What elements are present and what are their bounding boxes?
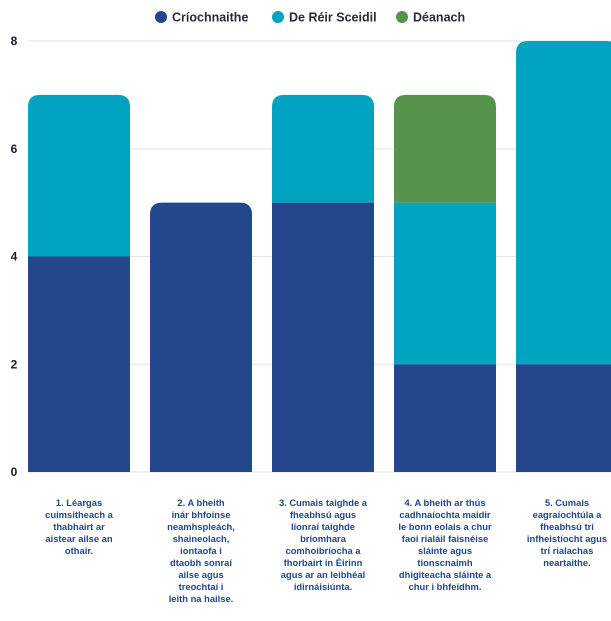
x-category-label: 4. A bheith ar thús <box>404 497 485 508</box>
legend-label: Críochnaithe <box>172 11 248 25</box>
y-tick-label: 0 <box>11 465 18 479</box>
x-category-label: leith na hailse. <box>169 593 234 604</box>
y-tick-label: 2 <box>11 357 18 371</box>
x-category-label: agus ar an leibhéal <box>281 569 365 580</box>
legend-swatch <box>396 11 408 23</box>
bar-3-cr-ochnaithe <box>272 202 374 472</box>
y-axis: 0 2 4 6 8 <box>11 34 18 479</box>
x-category-label: 5. Cumais <box>545 497 589 508</box>
bar-4-cr-ochnaithe <box>394 364 496 472</box>
x-category-label: bríomhara <box>300 533 347 544</box>
x-category-label: infheistíocht agus <box>527 533 607 544</box>
x-category-label: aistear ailse an <box>45 533 113 544</box>
x-category-label: trí rialachas <box>541 545 594 556</box>
x-category-label: le bonn eolais a chur <box>398 521 492 532</box>
y-tick-label: 6 <box>11 142 18 156</box>
x-category-label: eagraíochtúla a <box>533 509 603 520</box>
x-category-label: shaineolach, <box>173 533 230 544</box>
x-category-label: dhigiteacha sláinte a <box>399 569 492 580</box>
legend-swatch <box>155 11 167 23</box>
x-category-label: fheabhsú trí <box>540 521 594 532</box>
x-category-label: cadhnaíochta maidir <box>399 509 491 520</box>
x-category-label: thabhairt ar <box>53 521 105 532</box>
bar-4-d-anach <box>394 94 496 203</box>
x-category-label: cuimsitheach a <box>45 509 114 520</box>
x-category-label: 2. A bheith <box>177 497 224 508</box>
legend-swatch <box>272 11 284 23</box>
x-category-label: idirnáisiúnta. <box>294 581 352 592</box>
bar-4-de-r-ir-sceidil <box>394 202 496 365</box>
legend: Críochnaithe De Réir Sceidil Déanach <box>155 11 465 25</box>
legend-label: Déanach <box>413 11 465 25</box>
x-category-label: neartaithe. <box>543 557 590 568</box>
x-category-label: 1. Léargas <box>56 497 102 508</box>
x-category-label: dtaobh sonraí <box>170 557 232 568</box>
x-category-label: comhoibríocha a <box>285 545 361 556</box>
x-category-label: fheabhsú agus <box>290 509 356 520</box>
x-category-label: neamhspleách, <box>167 521 235 532</box>
x-category-label: tionscnaimh <box>417 557 472 568</box>
legend-label: De Réir Sceidil <box>289 11 377 25</box>
bar-3-de-r-ir-sceidil <box>272 94 374 203</box>
y-tick-label: 4 <box>11 250 18 264</box>
x-category-label: fhorbairt in Éirinn <box>284 557 363 568</box>
x-category-label: sláinte agus <box>418 545 472 556</box>
x-category-label: chur i bhfeidhm. <box>409 581 482 592</box>
x-category-label: inár bhfoinse <box>172 509 231 520</box>
bars <box>28 41 611 472</box>
bar-2-cr-ochnaithe <box>150 202 252 472</box>
x-category-label: líonraí taighde <box>291 521 355 532</box>
x-category-label: ailse agus <box>178 569 223 580</box>
x-category-label: faoi rialáil faisnéise <box>402 533 489 544</box>
bar-5-de-r-ir-sceidil <box>516 41 611 365</box>
bar-1-cr-ochnaithe <box>28 256 130 472</box>
bar-1-de-r-ir-sceidil <box>28 94 130 257</box>
x-category-label: treochtaí i <box>179 581 224 592</box>
x-category-label: othair. <box>65 545 93 556</box>
bar-5-cr-ochnaithe <box>516 364 611 472</box>
x-category-label: iontaofa i <box>180 545 222 556</box>
x-category-label: 3. Cumais taighde a <box>279 497 368 508</box>
y-tick-label: 8 <box>11 34 18 48</box>
